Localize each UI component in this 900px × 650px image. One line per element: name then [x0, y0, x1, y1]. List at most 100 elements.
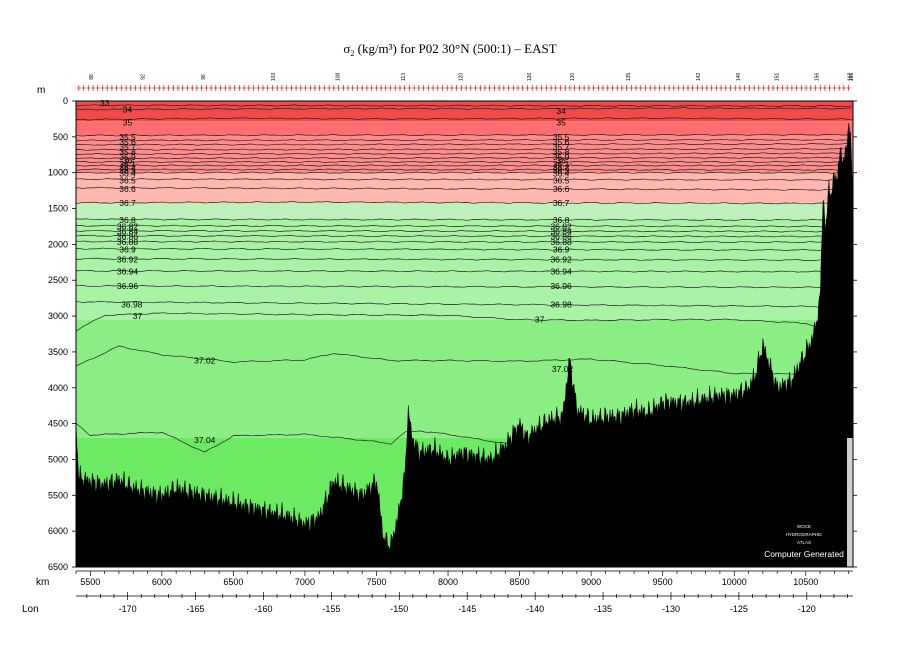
lon-tick-label: -160: [254, 604, 272, 614]
km-tick-label: 6000: [152, 577, 172, 587]
lon-tick-label: -145: [458, 604, 476, 614]
contour-label: 36.94: [550, 267, 572, 277]
station-label: 108: [335, 73, 341, 82]
y-axis-label: m: [37, 85, 45, 96]
density-band: [76, 219, 853, 320]
contour-label: 36.5: [553, 176, 570, 186]
km-tick-label: 9000: [581, 577, 601, 587]
contour-label: 35.8: [553, 147, 570, 157]
contour-label: 36.86: [550, 231, 572, 241]
contour-label: 34: [556, 106, 566, 116]
contour-label: 37.04: [194, 435, 216, 445]
lon-tick-label: -120: [798, 604, 816, 614]
contour-36.96: [76, 285, 852, 289]
density-band: [76, 202, 853, 220]
contour-label: 35.5: [553, 132, 570, 142]
km-tick-label: 8500: [510, 577, 530, 587]
contour-label: 36.84: [117, 226, 139, 236]
contour-label: 35.7: [553, 142, 570, 152]
contour-label: 36.2: [119, 163, 136, 173]
contour-label: 35: [556, 118, 566, 128]
contour-36.2: [75, 164, 852, 167]
station-label: 156: [815, 73, 821, 82]
station-label: 126: [527, 73, 533, 82]
contour-label: 36.88: [550, 237, 572, 247]
contour-label: 36.96: [117, 281, 139, 291]
contour-label: 36.1: [553, 159, 570, 169]
contour-36.9: [76, 247, 852, 251]
lon-tick-label: -170: [119, 604, 137, 614]
edge-strip: [847, 437, 853, 567]
computer-generated-label: Computer Generated: [764, 549, 844, 559]
contour-35: [76, 117, 852, 121]
contour-label: 36.82: [550, 221, 572, 231]
contour-35.7: [75, 143, 852, 146]
y-tick-label: 500: [53, 132, 68, 142]
lon-tick-label: -140: [526, 604, 544, 614]
station-label: 120: [458, 73, 464, 82]
station-label: 88: [89, 74, 95, 80]
station-label: 96: [201, 74, 207, 80]
contour-35.5: [75, 133, 852, 137]
contour-36.3: [75, 168, 852, 171]
y-tick-label: 6500: [48, 562, 68, 572]
contour-label: 36.82: [117, 221, 139, 231]
density-band: [76, 101, 853, 122]
contour-label: 36.3: [119, 166, 136, 176]
contour-label: 35.9: [553, 152, 570, 162]
contour-label: 33: [100, 98, 110, 108]
contour-label: 36.7: [553, 198, 570, 208]
contour-34: [75, 107, 852, 111]
contour-label: 36.96: [550, 281, 572, 291]
km-tick-label: 7000: [295, 577, 315, 587]
contour-35.8: [75, 148, 852, 151]
lon-tick-label: -135: [594, 604, 612, 614]
contour-label: 35.9: [119, 152, 136, 162]
chart-title: σ2 (kg/m³) for P02 30°N (500:1) – EAST: [343, 41, 556, 58]
density-band: [76, 135, 853, 173]
contour-label: 35.6: [119, 137, 136, 147]
contour-label: 35.6: [553, 137, 570, 147]
lon-tick-label: -130: [662, 604, 680, 614]
contour-label: 36.92: [117, 254, 139, 264]
station-markers: 88 92 96 103 108 113 120 126 130 135 142 146 151 156 1…: [76, 73, 855, 102]
contour-label: 36.84: [550, 226, 572, 236]
y-tick-label: 4500: [48, 419, 68, 429]
km-tick-label: 10500: [793, 577, 818, 587]
contour-36.94: [75, 270, 852, 273]
stamp-line: ATLAS: [797, 540, 811, 545]
contour-37: [75, 312, 852, 338]
contour-36.98: [75, 300, 852, 308]
contour-label: 36.6: [553, 184, 570, 194]
contour-label: 36.88: [117, 237, 139, 247]
y-tick-label: 2500: [48, 275, 68, 285]
station-label: 142: [696, 73, 702, 82]
contour-label: 36.8: [553, 215, 570, 225]
contour-label: 34: [123, 105, 133, 115]
lon-tick-label: -165: [187, 604, 205, 614]
contour-36: [75, 156, 852, 160]
km-tick-label: 8000: [438, 577, 458, 587]
contour-label: 36.6: [119, 184, 136, 194]
contour-label: 36.94: [117, 267, 139, 277]
x-axis-label: km: [36, 577, 49, 588]
contour-label: 36.9: [119, 244, 136, 254]
contour-label: 36.4: [553, 168, 570, 178]
contour-label: 36.92: [550, 254, 572, 264]
y-tick-label: 3000: [48, 311, 68, 321]
station-label: 135: [626, 73, 632, 82]
lon-axis-label: Lon: [22, 604, 39, 615]
station-label: 162: [848, 73, 854, 82]
y-tick-label: 1500: [48, 204, 68, 214]
contour-label: 35.8: [119, 147, 136, 157]
contour-35.9: [75, 152, 852, 155]
y-tick-label: 1000: [48, 168, 68, 178]
contour-36.88: [75, 240, 852, 244]
contour-label: 36.98: [550, 300, 572, 310]
y-tick-label: 2000: [48, 239, 68, 249]
y-tick-label: 5500: [48, 490, 68, 500]
contour-36.82: [75, 224, 852, 228]
contour-label: 36.8: [119, 215, 136, 225]
lon-tick-label: -125: [730, 604, 748, 614]
